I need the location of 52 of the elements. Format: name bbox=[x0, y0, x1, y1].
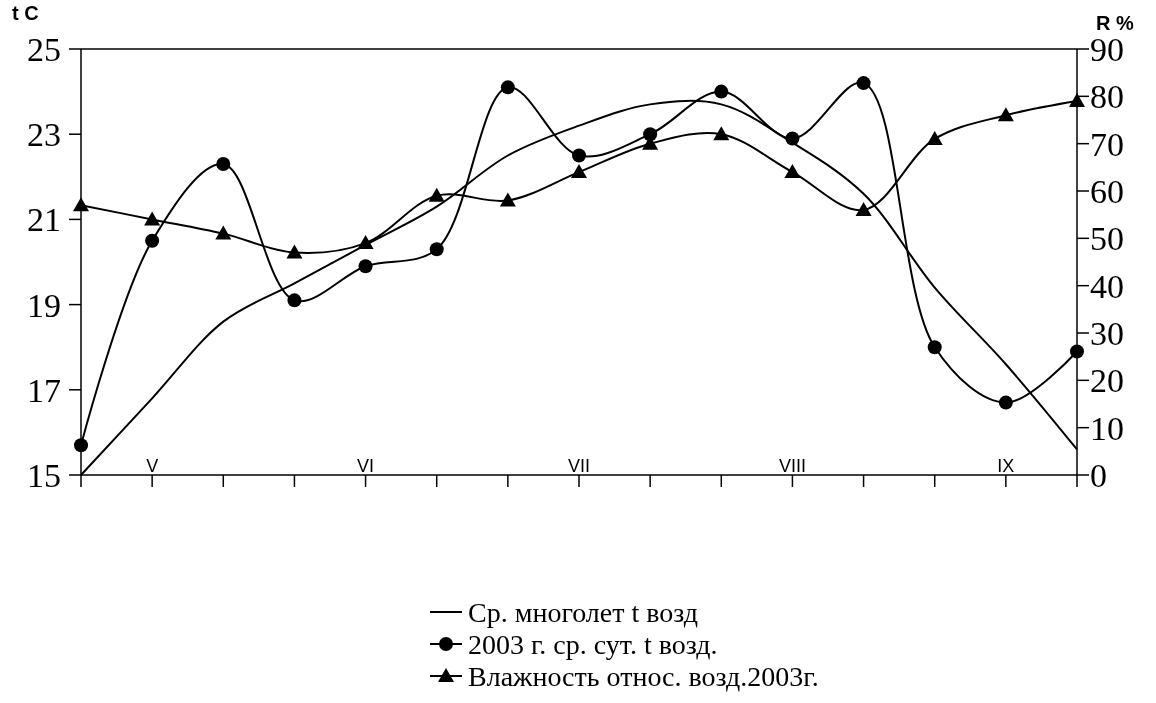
point bbox=[144, 211, 161, 226]
point bbox=[572, 148, 586, 163]
point bbox=[998, 395, 1013, 410]
y-axis-title: t C bbox=[12, 2, 39, 24]
point bbox=[145, 233, 160, 248]
point bbox=[926, 130, 943, 145]
point bbox=[927, 340, 942, 355]
point bbox=[571, 164, 587, 179]
point bbox=[216, 157, 231, 172]
point bbox=[287, 293, 302, 308]
y2-tick-label: 40 bbox=[1090, 267, 1124, 305]
point bbox=[499, 192, 516, 207]
point bbox=[714, 84, 729, 99]
legend-label: Влажность относ. возд.2003г. bbox=[468, 660, 819, 692]
legend-label: Ср. многолет t возд bbox=[468, 596, 699, 628]
point bbox=[358, 259, 373, 274]
y2-tick-label: 20 bbox=[1090, 362, 1124, 400]
y-tick-label: 15 bbox=[27, 456, 61, 494]
point bbox=[73, 197, 89, 212]
y-tick-label: 25 bbox=[27, 30, 61, 68]
legend-label: 2003 г. ср. сут. t возд. bbox=[468, 628, 718, 660]
point bbox=[855, 201, 872, 216]
x-tick-label: IX bbox=[997, 456, 1015, 476]
point bbox=[500, 80, 515, 95]
point bbox=[429, 242, 444, 257]
y2-tick-label: 80 bbox=[1090, 78, 1124, 116]
x-tick-label: VI bbox=[357, 456, 375, 476]
point bbox=[856, 76, 871, 91]
point bbox=[785, 131, 800, 146]
y-tick-label: 21 bbox=[27, 201, 61, 239]
y-tick-label: 17 bbox=[27, 371, 61, 409]
point bbox=[74, 438, 88, 453]
point bbox=[215, 225, 232, 240]
point bbox=[643, 127, 658, 142]
y-tick-label: 23 bbox=[27, 116, 61, 154]
y2-tick-label: 50 bbox=[1090, 220, 1124, 258]
x-tick-label: VII bbox=[567, 456, 591, 476]
point bbox=[784, 164, 801, 179]
y2-tick-label: 10 bbox=[1090, 409, 1124, 447]
point bbox=[1069, 93, 1085, 108]
point bbox=[286, 244, 303, 259]
point bbox=[713, 126, 730, 141]
x-tick-label: V bbox=[146, 456, 159, 476]
y-tick-label: 19 bbox=[27, 286, 61, 324]
point bbox=[428, 187, 445, 202]
y2-tick-label: 70 bbox=[1090, 125, 1124, 163]
point bbox=[997, 107, 1014, 122]
x-tick-label: VIII bbox=[778, 456, 806, 476]
point bbox=[1070, 344, 1084, 359]
y2-tick-label: 60 bbox=[1090, 172, 1124, 210]
y2-tick-label: 30 bbox=[1090, 314, 1124, 352]
y2-tick-label: 0 bbox=[1090, 456, 1107, 494]
